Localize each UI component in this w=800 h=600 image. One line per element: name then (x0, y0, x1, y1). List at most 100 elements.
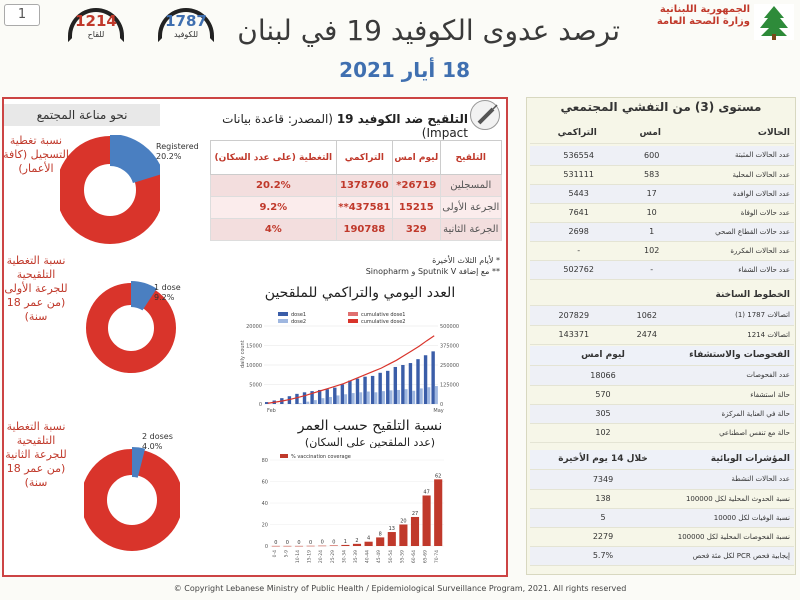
table-row: عدد الفحوصات 18066 (530, 366, 794, 386)
row-value: 600 (627, 146, 676, 166)
row-value: 18066 (530, 366, 676, 386)
row-label: عدد الفحوصات (676, 366, 794, 386)
x-tick-label: 20-24 (318, 550, 324, 563)
registration-donut-caption: نسبة تغطية التسجيل (كافة الأعمار) (3, 134, 69, 175)
x-tick-label: 5-9 (283, 550, 289, 557)
y-tick-label: 80 (262, 458, 268, 464)
cases-rows: عدد الحالات المثبتة 600 536554 عدد الحالات … (530, 146, 794, 280)
legend-swatch (348, 319, 358, 323)
y2-tick-label: 250000 (440, 363, 459, 369)
age-bar (271, 545, 280, 547)
y2-tick-label: 125000 (440, 383, 459, 389)
dose1-bar (416, 359, 420, 404)
dose1-bar (423, 355, 428, 404)
row-value: 570 (530, 385, 676, 405)
row-value: 305 (530, 404, 676, 424)
community-spread-title: مستوى (3) من التفشي المجتمعي (560, 100, 762, 114)
dose2-bar (404, 389, 408, 404)
age-bar (387, 532, 396, 546)
row-label: عدد حالات الوفاة (676, 203, 794, 223)
age-bar (294, 545, 304, 547)
table-row: عدد الحالات المحلية 583 531111 (530, 165, 794, 185)
hotline-1214-badge: 1214 للقاح (60, 6, 132, 46)
row-label: الجرعة الأولى (439, 196, 503, 219)
age-bar (341, 544, 350, 546)
age-bar (352, 543, 362, 546)
hotline-1787-number: 1787 (165, 12, 207, 30)
col-cumulative: التراكمي (530, 124, 625, 144)
footnote-2: ** مع إضافة Sputnik V و Sinopharm (365, 267, 500, 276)
dose1-bar (408, 363, 413, 404)
legend-label: cumulative dose2 (361, 319, 405, 325)
row-label: عدد الحالات المكررة (676, 241, 794, 261)
y-tick-label: 5000 (249, 383, 262, 389)
row-label: المسجلين (439, 174, 503, 197)
row-yesterday: 26719* (392, 174, 441, 197)
y-tick-label: 20000 (246, 324, 262, 330)
registration-donut-label: Registered 20.2% (156, 142, 199, 162)
chart-background (250, 448, 450, 572)
row-yesterday: 329 (392, 218, 441, 241)
col-header-yesterday: ليوم امس (392, 140, 441, 175)
age-bar (283, 545, 292, 547)
age-bar (318, 545, 327, 547)
registration-donut (60, 135, 160, 245)
x-tick-label: 70-74 (434, 550, 440, 563)
dose1-bar (355, 378, 360, 404)
row-value: 2279 (530, 527, 676, 547)
dose1-bar (325, 389, 329, 404)
age-bar (364, 541, 373, 546)
row-value: 207829 (530, 306, 618, 326)
row-value: 1062 (617, 306, 676, 326)
herd-immunity-banner: نحو مناعة المجتمع (4, 104, 160, 126)
row-label: عدد حالات الشفاء (676, 260, 794, 280)
vaccination-table-title: التلقيح ضد الكوفيد 19 (المصدر: قاعدة بيا… (200, 112, 468, 140)
registration-label: Registered (156, 142, 199, 151)
data-label: 2 (355, 538, 358, 544)
donut-filled-arc (84, 447, 180, 553)
dose2-bar (374, 392, 378, 404)
dose1-bar (431, 351, 435, 404)
row-value: 10 (627, 203, 676, 223)
cases-table: الحالات امس التراكمي (530, 124, 794, 144)
table-row: نسبة الفحوصات المحلية لكل 100000 2279 (530, 527, 794, 547)
row-value: 5443 (530, 184, 628, 204)
row-label: حالة مع تنفس اصطناعي (676, 423, 794, 443)
x-tick-label: 65-69 (423, 550, 429, 563)
x-tick-label: 10-14 (295, 550, 301, 563)
tests-header-row: الفحوصات والاستشفاء ليوم امس (530, 346, 794, 366)
legend-label: cumulative dose1 (361, 312, 405, 318)
legend-label: dose2 (291, 319, 306, 325)
row-value: 138 (530, 489, 676, 509)
row-value: 143371 (530, 325, 618, 345)
data-label: 20 (400, 519, 406, 525)
dose2-bar (419, 388, 423, 404)
y-axis-label: daily count (240, 340, 246, 368)
row-value: 102 (530, 423, 676, 443)
row-value: 7641 (530, 203, 628, 223)
second-dose-donut-label: 2 doses 4.0% (142, 432, 173, 452)
cases-header-row: الحالات امس التراكمي (530, 124, 794, 144)
indicators-header: المؤشرات الوبائية (676, 450, 794, 470)
first-dose-donut-label: 1 dose 9.2% (154, 283, 181, 303)
page-title: ترصد عدوى الكوفيد 19 في لبنان (237, 14, 620, 47)
tests-table: الفحوصات والاستشفاء ليوم امس (530, 346, 794, 366)
report-date: 18 أيار 2021 (339, 58, 470, 82)
second-dose-label: 2 doses (142, 432, 173, 441)
table-row: اتصالات 1214 2474 143371 (530, 325, 794, 345)
dose2-bar (412, 390, 416, 404)
row-value: 531111 (530, 165, 628, 185)
dose2-bar (298, 403, 302, 404)
y-tick-label: 20 (262, 523, 268, 529)
row-value: 1 (627, 222, 676, 242)
table-row: حالة مع تنفس اصطناعي 102 (530, 423, 794, 443)
hotlines-header-row: الخطوط الساخنة (530, 286, 794, 306)
hotline-1214-number: 1214 (75, 12, 117, 30)
dose2-bar (351, 393, 355, 404)
legend-swatch (280, 454, 288, 458)
copyright-footer: © Copyright Lebanese Ministry of Public … (173, 584, 627, 593)
table-row: عدد الحالات المكررة 102- (530, 241, 794, 261)
table-row: عدد الحالات النشطة 7349 (530, 470, 794, 490)
row-label: عدد حالات القطاع الصحي (676, 222, 794, 242)
dose1-bar (317, 389, 322, 404)
